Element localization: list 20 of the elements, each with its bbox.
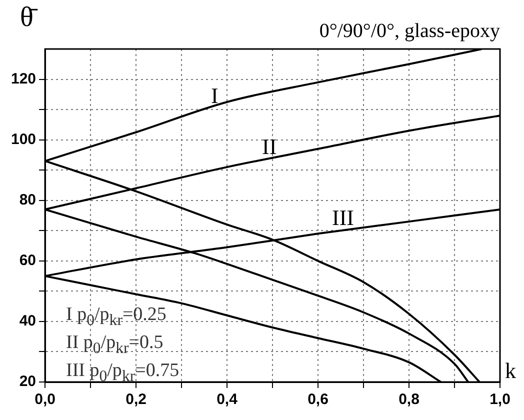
annotation: III bbox=[332, 205, 354, 230]
y-tick-label: 80 bbox=[19, 192, 36, 209]
x-tick-label: 0,0 bbox=[34, 391, 56, 408]
annotation: I bbox=[211, 83, 218, 108]
chart-title: 0°/90°/0°, glass-epoxy bbox=[319, 20, 500, 43]
annotation: II p$_{0}$/p$_{kr}$=0.5 bbox=[66, 332, 164, 359]
x-tick-label: 0,8 bbox=[398, 391, 420, 408]
x-axis-title: k bbox=[505, 358, 516, 384]
x-tick-label: 0,6 bbox=[308, 391, 328, 408]
annotation: II bbox=[262, 134, 277, 159]
y-tick-label: 40 bbox=[19, 312, 36, 330]
annotation: III p$_{0}$/p$_{kr}$=0.75 bbox=[66, 360, 180, 386]
x-tick-label: 0,2 bbox=[126, 391, 146, 408]
annotation: I p$_{0}$/p$_{kr}$=0.25 bbox=[66, 304, 168, 331]
x-tick-label: 0,4 bbox=[216, 391, 238, 408]
y-tick-label: 100 bbox=[10, 130, 36, 148]
y-tick-label: 120 bbox=[10, 70, 36, 88]
x-tick-label: 1,0 bbox=[490, 391, 510, 408]
y-tick-label: 60 bbox=[19, 252, 36, 270]
y-tick-label: 20 bbox=[19, 373, 36, 390]
